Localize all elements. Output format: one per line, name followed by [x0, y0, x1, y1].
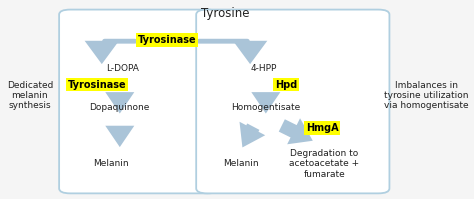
Text: Tyrosinase: Tyrosinase [68, 80, 127, 90]
Text: Imbalances in
tyrosine utilization
via homogentisate: Imbalances in tyrosine utilization via h… [384, 81, 469, 110]
Text: Tyrosinase: Tyrosinase [137, 35, 196, 45]
Text: 4-HPP: 4-HPP [250, 64, 276, 73]
Text: Tyrosine: Tyrosine [201, 7, 250, 20]
Text: Dedicated
melanin
synthesis: Dedicated melanin synthesis [7, 81, 53, 110]
Text: Melanin: Melanin [93, 159, 128, 168]
Text: Hpd: Hpd [275, 80, 297, 90]
Text: HmgA: HmgA [306, 123, 338, 133]
FancyBboxPatch shape [196, 10, 390, 193]
Text: Degradation to
acetoacetate +
fumarate: Degradation to acetoacetate + fumarate [289, 149, 359, 179]
Text: Melanin: Melanin [223, 159, 259, 168]
Text: Homogentisate: Homogentisate [231, 103, 301, 112]
Text: Dopaquinone: Dopaquinone [90, 103, 150, 112]
Text: L-DOPA: L-DOPA [106, 64, 139, 73]
FancyBboxPatch shape [59, 10, 219, 193]
